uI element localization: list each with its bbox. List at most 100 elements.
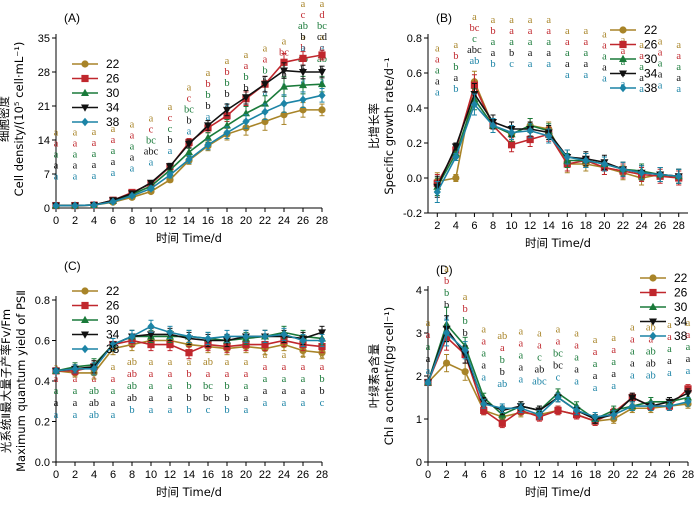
data-point xyxy=(185,332,193,341)
significance-letter: a xyxy=(130,130,135,141)
significance-letter: a xyxy=(676,84,681,95)
significance-letter: c xyxy=(472,34,477,45)
significance-letter: a xyxy=(301,398,306,409)
significance-letter: a xyxy=(639,51,644,62)
significance-letter: a xyxy=(282,350,287,361)
y-tick-label: 0.0 xyxy=(407,173,422,185)
significance-letter: a xyxy=(92,138,97,149)
data-point xyxy=(318,91,326,100)
significance-letter: a xyxy=(667,356,672,367)
x-tick-label: 24 xyxy=(278,215,290,227)
y-tick-label: -0.2 xyxy=(403,208,422,220)
significance-letter: a xyxy=(282,362,287,373)
y-tick-label: 7 xyxy=(44,169,50,181)
significance-letter: a xyxy=(263,398,268,409)
legend-marker xyxy=(649,331,657,341)
y-axis-label-en: Cell density/(10⁵ cell·mL⁻¹) xyxy=(12,42,26,197)
significance-letter: a xyxy=(658,59,663,70)
x-tick-label: 8 xyxy=(490,220,496,232)
legend-marker xyxy=(81,331,89,339)
significance-letter: a xyxy=(73,128,78,139)
significance-letter: a xyxy=(54,386,59,397)
significance-letter: a xyxy=(111,157,116,168)
x-tick-label: 4 xyxy=(462,469,468,481)
x-tick-label: 2 xyxy=(72,215,78,227)
x-tick-label: 8 xyxy=(129,469,135,481)
x-tick-label: 18 xyxy=(221,215,233,227)
significance-letter: a xyxy=(630,334,635,345)
significance-letter: a xyxy=(444,264,449,275)
legend-label: 22 xyxy=(106,284,120,298)
significance-letter: a xyxy=(500,343,505,354)
significance-letter: a xyxy=(54,398,59,409)
significance-letter: a xyxy=(301,43,306,54)
significance-letter: a xyxy=(574,377,579,388)
data-point xyxy=(52,366,60,376)
significance-letter: a xyxy=(111,374,116,385)
significance-letter: bc xyxy=(317,21,327,32)
data-point xyxy=(526,135,534,144)
significance-letter: abc xyxy=(144,146,159,157)
significance-letter: a xyxy=(263,350,268,361)
y-tick-label: 0.6 xyxy=(35,336,50,348)
x-tick-label: 10 xyxy=(515,469,527,481)
data-point xyxy=(280,99,288,108)
significance-letter: a xyxy=(686,354,691,365)
x-tick-label: 22 xyxy=(259,469,271,481)
significance-letter: b xyxy=(224,381,229,392)
significance-letter: ab xyxy=(646,358,656,369)
data-point xyxy=(646,397,655,405)
data-point xyxy=(261,107,269,117)
significance-letter: a xyxy=(574,353,579,364)
legend-label: 26 xyxy=(106,72,120,86)
significance-letter: a xyxy=(519,375,524,386)
significance-letter: a xyxy=(630,370,635,381)
data-point xyxy=(433,187,441,197)
data-point xyxy=(507,128,516,137)
significance-letter: b xyxy=(453,51,458,62)
significance-letter: a xyxy=(509,37,514,48)
legend-marker xyxy=(81,60,89,68)
data-point xyxy=(299,106,307,114)
significance-letter: b xyxy=(444,276,449,287)
significance-letter: a xyxy=(92,127,97,138)
significance-letter: a xyxy=(639,62,644,73)
data-point xyxy=(166,170,174,180)
data-point xyxy=(109,197,117,206)
data-point xyxy=(185,349,193,357)
significance-letter: a xyxy=(593,335,598,346)
significance-letter: a xyxy=(54,374,59,385)
significance-letter: a xyxy=(454,40,459,51)
y-tick-label: 0 xyxy=(44,203,50,215)
y-axis-label: 比增长率Specific growth rate/d⁻¹ xyxy=(367,57,396,194)
y-tick-label: 0 xyxy=(416,457,422,469)
significance-letter: bc xyxy=(203,381,213,392)
significance-letter: a xyxy=(130,163,135,174)
data-point xyxy=(424,378,432,387)
y-axis-label-cn: 光系统Ⅱ最大量子产率Fv/Fm xyxy=(0,309,13,453)
data-point xyxy=(52,201,60,210)
significance-letter: a xyxy=(225,369,230,380)
data-point xyxy=(261,99,269,107)
x-tick-label: 6 xyxy=(471,220,477,232)
data-point xyxy=(299,80,307,89)
data-point xyxy=(609,406,618,414)
significance-letter: b xyxy=(319,374,324,385)
significance-letter: a xyxy=(263,374,268,385)
significance-letter: a xyxy=(244,369,249,380)
data-point xyxy=(480,406,488,414)
x-tick-label: 8 xyxy=(129,215,135,227)
data-point xyxy=(318,329,326,337)
significance-letter: a xyxy=(111,398,116,409)
significance-letter: a xyxy=(225,357,230,368)
significance-letter: a xyxy=(537,341,542,352)
significance-letter: b xyxy=(262,66,267,77)
significance-letter: a xyxy=(282,374,287,385)
significance-letter: a xyxy=(565,26,570,37)
significance-letter: ab xyxy=(203,357,213,368)
chart-3: 0 2 4 6 8 10 12 14 16 18 20 22 24 26 280.00.20.40.60.8… xyxy=(0,259,328,499)
data-point xyxy=(610,410,618,419)
x-axis-label: 时间 Time/d xyxy=(156,231,222,245)
